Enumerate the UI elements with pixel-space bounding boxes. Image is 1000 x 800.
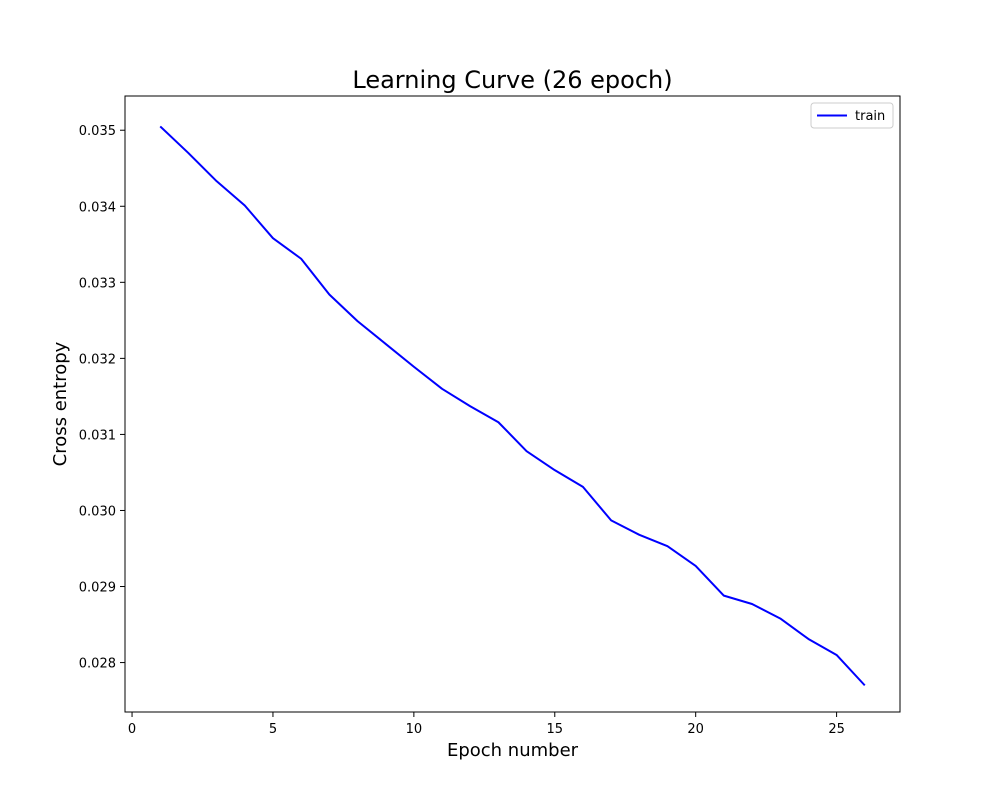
legend: train xyxy=(810,102,894,129)
y-tick-label: 0.032 xyxy=(79,352,116,367)
y-tick-label: 0.030 xyxy=(79,504,116,519)
x-axis-ticks: 0 5 10 15 20 25 xyxy=(128,712,845,737)
series-group xyxy=(159,125,866,687)
y-tick-label: 0.033 xyxy=(79,276,116,291)
series-line-train xyxy=(159,125,866,687)
x-tick-label: 20 xyxy=(687,722,704,737)
x-tick-label: 0 xyxy=(128,722,136,737)
x-tick-label: 10 xyxy=(406,722,423,737)
y-axis-ticks: 0.028 0.029 0.030 0.031 0.032 0.033 0.034 0.035 xyxy=(79,124,125,672)
x-axis-title: Epoch number xyxy=(447,740,579,761)
y-tick-label: 0.035 xyxy=(79,124,116,139)
legend-box xyxy=(810,102,894,129)
y-tick-label: 0.029 xyxy=(79,581,116,596)
x-tick-label: 25 xyxy=(828,722,845,737)
legend-label-train: train xyxy=(855,109,885,124)
x-tick-label: 5 xyxy=(269,722,277,737)
y-tick-label: 0.031 xyxy=(79,428,116,443)
plot-frame xyxy=(124,95,901,713)
y-tick-label: 0.028 xyxy=(79,657,116,672)
y-axis-title: Cross entropy xyxy=(50,341,71,466)
chart-title: Learning Curve (26 epoch) xyxy=(352,66,672,94)
y-tick-label: 0.034 xyxy=(79,200,116,215)
x-tick-label: 15 xyxy=(546,722,563,737)
